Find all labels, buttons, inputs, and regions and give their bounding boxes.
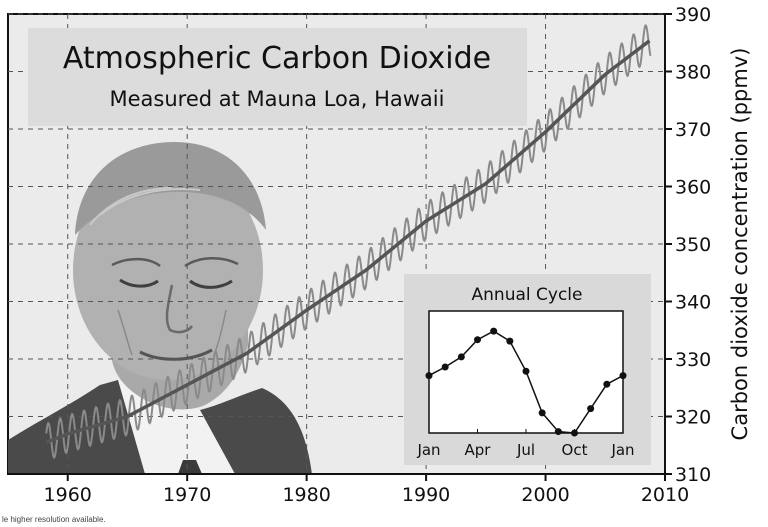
co2-series: [45, 24, 652, 460]
annual-cycle-point-dec-11: [603, 380, 611, 388]
title-box: [28, 28, 527, 126]
footnote: le higher resolution available.: [2, 515, 106, 524]
y-tick-label-380: 380: [675, 62, 711, 84]
inset-x-tick-label-2: Jul: [516, 441, 535, 459]
annual-cycle-point-jun-5: [506, 337, 514, 345]
inset-title: Annual Cycle: [472, 285, 583, 305]
inset-panel: Annual Cycle Jan Apr Jul Oct Jan: [404, 274, 651, 465]
x-tick-label-1980: 1980: [282, 484, 330, 506]
inset-marks: Jan Apr Jul Oct Jan: [416, 327, 635, 459]
inset-x-tick-label-1: Apr: [465, 441, 492, 459]
annual-cycle-point-may-4: [490, 327, 498, 335]
y-tick-label-350: 350: [675, 234, 711, 256]
portrait-image: [8, 142, 312, 474]
annual-cycle-point-aug-7: [538, 409, 546, 417]
y-axis-label: Carbon dioxide concentration (ppmv): [728, 48, 752, 441]
y-tick-label-310: 310: [675, 464, 711, 486]
annual-cycle-point-feb-1: [441, 363, 449, 371]
annual-cycle-point-jul-6: [522, 367, 530, 375]
x-tick-label-1990: 1990: [402, 484, 450, 506]
chart-subtitle: Measured at Mauna Loa, Hawaii: [110, 87, 445, 111]
annual-cycle-point-jan-12: [619, 372, 627, 380]
annual-cycle-point-nov-10: [587, 405, 595, 413]
x-tick-label-2010: 2010: [641, 484, 689, 506]
y-tick-label-370: 370: [675, 119, 711, 141]
inset-x-tick-label-0: Jan: [416, 441, 440, 459]
annual-cycle-point-apr-3: [474, 336, 481, 344]
annual-mean-line: [45, 39, 651, 445]
y-tick-label-340: 340: [675, 292, 711, 314]
inset-x-tick-label-3: Oct: [562, 441, 588, 459]
annual-cycle-point-mar-2: [457, 353, 465, 361]
co2-chart: Atmospheric Carbon Dioxide Measured at M…: [7, 4, 752, 506]
tick-labels: 310 320 330 340 350 360 370 380 390 1960 1970 1980 1…: [44, 4, 712, 506]
x-tick-label-2000: 2000: [521, 484, 569, 506]
x-tick-label-1960: 1960: [44, 484, 92, 506]
annual-cycle-point-jan-0: [425, 372, 433, 380]
x-tick-label-1970: 1970: [163, 484, 211, 506]
axes: [8, 13, 672, 481]
y-tick-label-390: 390: [675, 4, 711, 26]
y-tick-label-320: 320: [675, 407, 711, 429]
annual-cycle-point-sep-8: [554, 428, 562, 436]
chart-title: Atmospheric Carbon Dioxide: [63, 41, 491, 76]
y-tick-label-330: 330: [675, 349, 711, 371]
y-tick-label-360: 360: [675, 177, 711, 199]
inset-x-tick-label-4: Jan: [610, 441, 634, 459]
